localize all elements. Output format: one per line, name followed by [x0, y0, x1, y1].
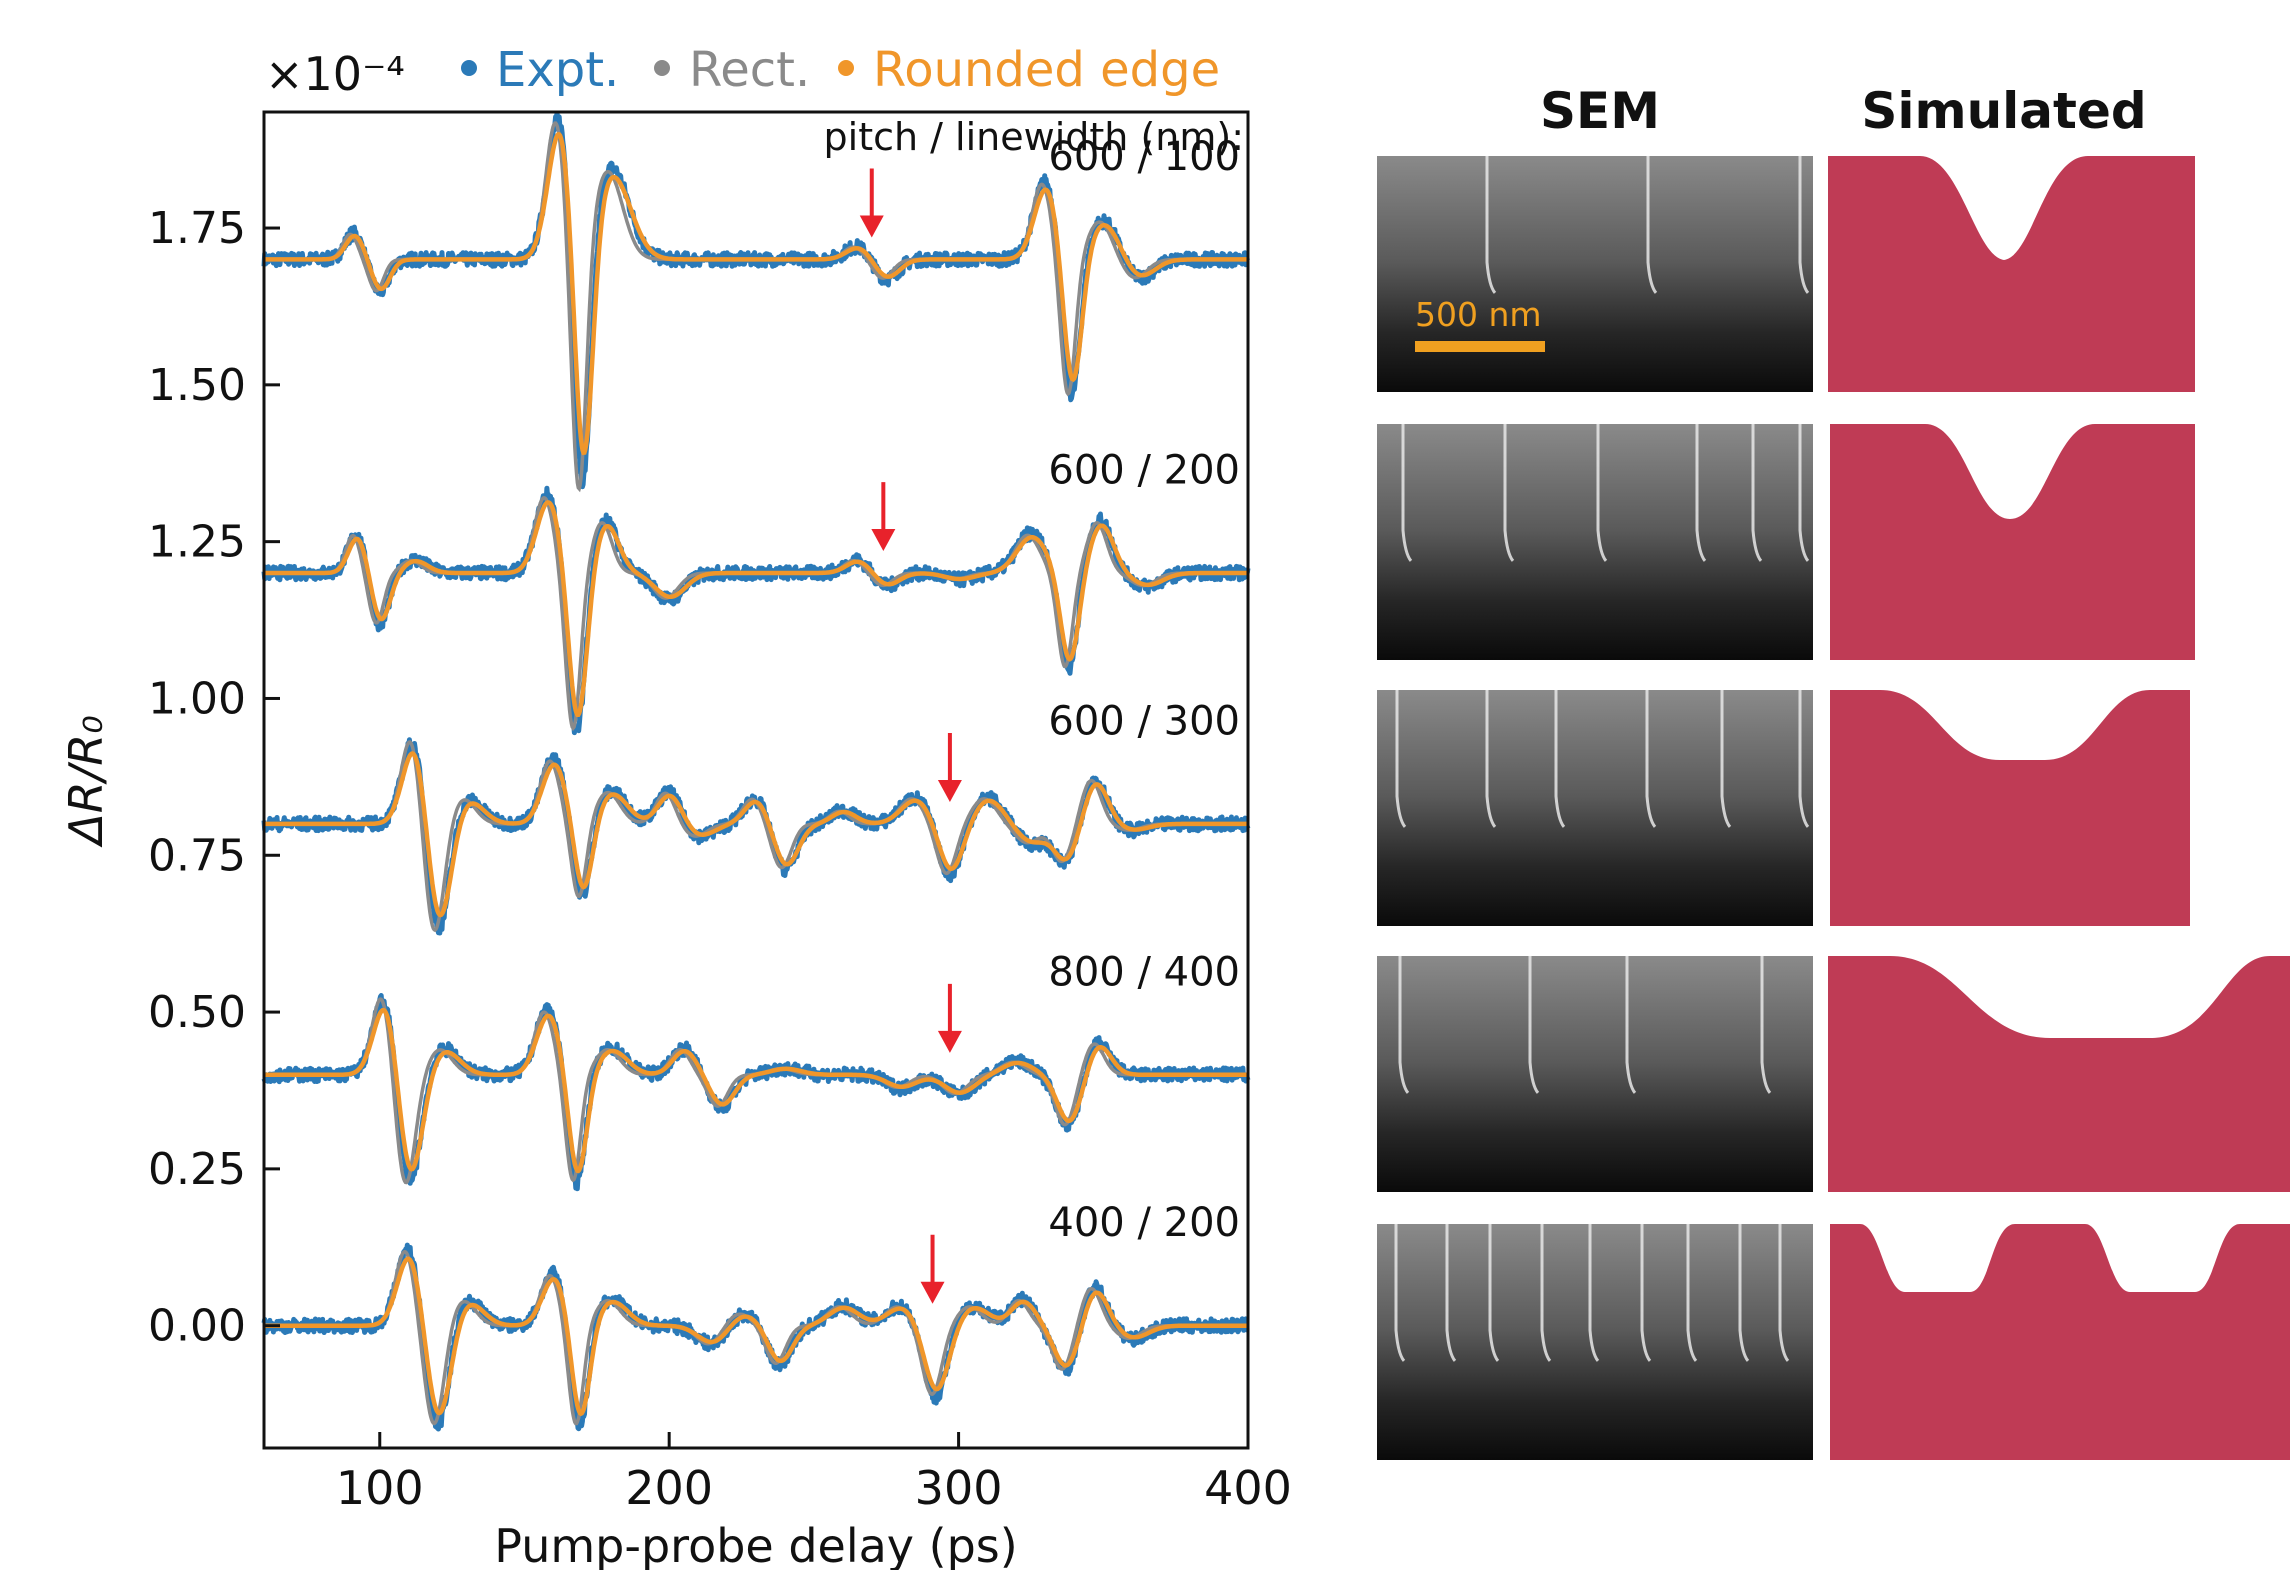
y-tick-label: 0.00: [148, 1301, 246, 1352]
sem-image: [1377, 690, 1813, 926]
simulated-header: Simulated: [1861, 82, 2146, 140]
red-arrow-head: [871, 529, 896, 552]
scale-bar: [1415, 341, 1545, 352]
simulated-profile: [1828, 156, 2195, 392]
y-tick-label: 1.75: [148, 203, 246, 254]
annotation-header: pitch / linewidth (nm):: [824, 115, 1244, 159]
legend-label-rect: Rect.: [689, 42, 810, 98]
x-tick-label: 200: [625, 1461, 713, 1515]
sem-sidewall: [1695, 424, 1707, 562]
series-rounded-line: [264, 1007, 1248, 1174]
sem-sidewall: [1596, 424, 1608, 562]
sem-sidewall: [1686, 1224, 1698, 1362]
sem-sidewall: [1485, 156, 1497, 294]
series-rounded-line: [264, 500, 1248, 718]
sem-image: [1377, 1224, 1813, 1460]
sem-sidewall: [1528, 956, 1540, 1094]
sem-header: SEM: [1540, 82, 1660, 140]
legend-label-rounded: Rounded edge: [873, 42, 1220, 98]
sem-sidewall: [1485, 690, 1497, 828]
sem-sidewall: [1798, 690, 1810, 828]
trace-label: 400 / 200: [1048, 1200, 1240, 1246]
sem-sidewall: [1554, 690, 1566, 828]
red-arrow-head: [937, 1030, 962, 1053]
y-multiplier: ×10⁻⁴: [265, 47, 405, 101]
sem-sidewall: [1588, 1224, 1600, 1362]
y-tick-label: 0.75: [148, 830, 246, 881]
x-axis-label: Pump-probe delay (ps): [494, 1519, 1017, 1570]
trace-label: 600 / 300: [1048, 698, 1240, 744]
x-axis: 100 200 300 400: [336, 1432, 1292, 1515]
trace-label: 600 / 200: [1048, 448, 1240, 494]
red-arrow-head: [920, 1281, 945, 1304]
y-tick-label: 1.50: [148, 360, 246, 411]
series-rect-line: [264, 496, 1248, 732]
sem-sidewall: [1401, 424, 1413, 562]
sem-sidewall: [1640, 1224, 1652, 1362]
series-rounded-line: [264, 1256, 1248, 1417]
y-tick-label: 0.50: [148, 987, 246, 1038]
y-tick-label: 1.25: [148, 517, 246, 568]
red-arrow-head: [937, 779, 962, 802]
sem-sidewall: [1394, 1224, 1406, 1362]
series-rect-line: [264, 740, 1248, 933]
sem-sidewall: [1760, 956, 1772, 1094]
legend-label-expt: Expt.: [496, 42, 619, 98]
y-tick-label: 0.25: [148, 1144, 246, 1195]
trace-label-group: 600 / 100 600 / 200 600 / 300 800 / 400 400 …: [1048, 134, 1240, 1246]
marker-group: [859, 168, 962, 1304]
sem-sidewall: [1488, 1224, 1500, 1362]
line-chart: ×10⁻⁴ Expt. Rect. Rounded edge pitch / l…: [59, 42, 1292, 1570]
simulated-profile: [1830, 1224, 2290, 1460]
legend-marker-expt: [461, 60, 477, 76]
series-rounded-line: [264, 751, 1248, 918]
sem-sidewall: [1751, 424, 1763, 562]
series-rounded-line: [264, 132, 1248, 456]
series-expt-line: [261, 737, 1251, 936]
y-tick-label: 1.00: [148, 673, 246, 724]
scale-bar-label: 500 nm: [1415, 295, 1542, 334]
sem-sidewall: [1645, 690, 1657, 828]
sem-sidewall: [1398, 956, 1410, 1094]
trace-label: 600 / 100: [1048, 134, 1240, 180]
simulated-profile: [1830, 690, 2190, 926]
series-group: [261, 111, 1251, 1432]
sem-sidewall: [1646, 156, 1658, 294]
sem-sidewall: [1798, 424, 1810, 562]
structure-panel: SEM Simulated 500 nm: [1377, 82, 2290, 1460]
sem-image: [1377, 156, 1813, 392]
trace-label: 800 / 400: [1048, 949, 1240, 995]
simulated-profile: [1830, 424, 2195, 660]
x-tick-label: 300: [915, 1461, 1003, 1515]
sem-sidewall: [1445, 1224, 1457, 1362]
sem-image: [1377, 424, 1813, 660]
plot-frame: [262, 110, 1250, 1450]
sem-sidewall: [1738, 1224, 1750, 1362]
sem-sidewall: [1395, 690, 1407, 828]
x-tick-label: 100: [336, 1461, 424, 1515]
legend-marker-rounded: [838, 60, 854, 76]
y-axis-label: ΔR/R₀: [59, 715, 113, 847]
series-rect-line: [264, 997, 1248, 1185]
sem-sidewall: [1540, 1224, 1552, 1362]
series-rect-line: [264, 1249, 1248, 1426]
x-tick-label: 400: [1204, 1461, 1292, 1515]
legend-marker-rect: [654, 60, 670, 76]
sem-sidewall: [1720, 690, 1732, 828]
simulated-profile: [1828, 956, 2290, 1192]
sem-image: [1377, 956, 1813, 1192]
sem-sidewall: [1778, 1224, 1790, 1362]
sem-sidewall: [1625, 956, 1637, 1094]
red-arrow-head: [859, 215, 884, 238]
sem-sidewall: [1503, 424, 1515, 562]
y-axis: 0.00 0.25 0.50 0.75 1.00 1.25 1.50 1.75: [148, 203, 280, 1352]
sem-sidewall: [1798, 156, 1810, 294]
